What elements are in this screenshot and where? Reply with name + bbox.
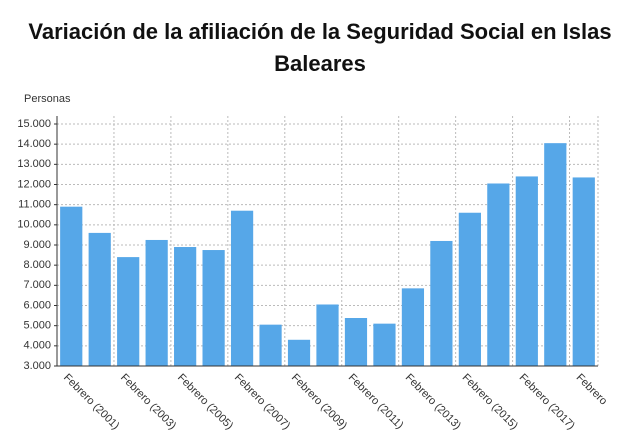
- bar: [88, 232, 111, 366]
- bar: [60, 206, 83, 366]
- y-tick-label: 9.000: [23, 239, 51, 251]
- y-tick-label: 10.000: [17, 219, 51, 231]
- y-tick-label: 8.000: [23, 259, 51, 271]
- bar: [430, 240, 453, 366]
- bar: [572, 177, 595, 366]
- y-tick-label: 6.000: [23, 299, 51, 311]
- bar: [259, 324, 282, 366]
- x-tick-label: Febrero (2017): [517, 372, 577, 431]
- bar: [202, 250, 225, 366]
- y-tick-label: 7.000: [23, 279, 51, 291]
- x-tick-label: Febrero (2015): [460, 372, 520, 431]
- bar: [287, 339, 311, 366]
- x-tick-label: Febrero (2005): [175, 372, 235, 431]
- x-tick-label: Febrero (2013): [403, 372, 463, 431]
- y-tick-label: 12.000: [17, 178, 51, 190]
- bar: [401, 288, 425, 366]
- bar: [117, 257, 140, 366]
- y-tick-label: 5.000: [23, 320, 51, 332]
- x-tick-label: Febrero (2011): [346, 372, 406, 431]
- bar: [230, 210, 254, 366]
- x-tick-label: Febrero (2007): [232, 372, 292, 431]
- bar: [458, 212, 481, 366]
- bar: [174, 247, 197, 366]
- bar: [316, 304, 339, 366]
- bar: [515, 176, 538, 366]
- y-tick-label: 3.000: [23, 360, 51, 372]
- bar: [344, 318, 368, 366]
- x-tick-label: Febrero (2003): [118, 372, 178, 431]
- y-tick-label: 13.000: [17, 158, 51, 170]
- y-tick-label: 4.000: [23, 340, 51, 352]
- x-tick-label: Febrero: [574, 372, 610, 408]
- bar: [373, 323, 396, 366]
- bar: [145, 239, 168, 366]
- y-tick-label: 14.000: [17, 138, 51, 150]
- x-tick-label: Febrero (2001): [61, 372, 121, 431]
- bar: [544, 143, 567, 366]
- chart-title: Variación de la afiliación de la Segurid…: [28, 19, 612, 76]
- y-axis-label: Personas: [24, 93, 71, 105]
- y-tick-label: 15.000: [17, 118, 51, 130]
- x-tick-label: Febrero (2009): [289, 372, 349, 431]
- y-tick-label: 11.000: [18, 199, 51, 211]
- bar: [487, 183, 510, 366]
